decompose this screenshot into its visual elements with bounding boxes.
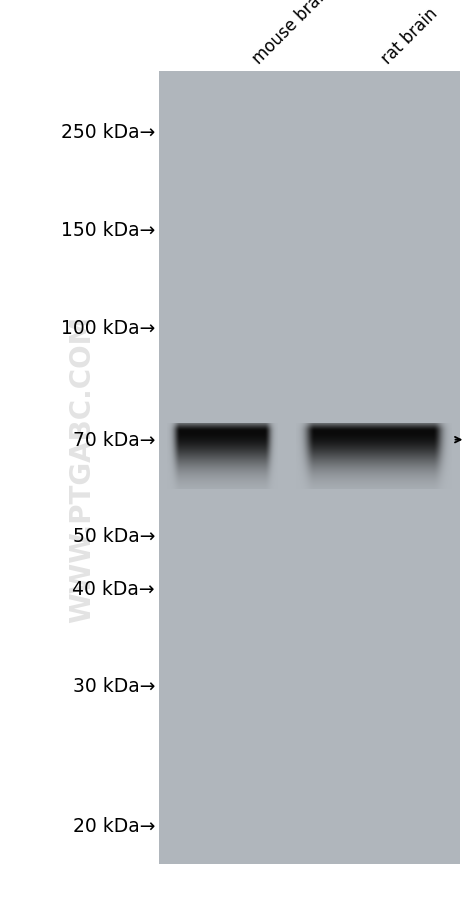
Text: 20 kDa→: 20 kDa→ [72, 815, 155, 835]
Text: 40 kDa→: 40 kDa→ [72, 579, 155, 599]
Text: 30 kDa→: 30 kDa→ [72, 676, 155, 695]
Text: 250 kDa→: 250 kDa→ [61, 123, 155, 143]
Text: 50 kDa→: 50 kDa→ [72, 526, 155, 546]
Text: 100 kDa→: 100 kDa→ [61, 318, 155, 338]
Text: WWW.PTGABC.COM: WWW.PTGABC.COM [68, 316, 96, 622]
Text: 150 kDa→: 150 kDa→ [61, 220, 155, 240]
Text: rat brain: rat brain [378, 5, 441, 68]
Text: mouse brain: mouse brain [249, 0, 335, 68]
FancyBboxPatch shape [159, 72, 460, 864]
Text: 70 kDa→: 70 kDa→ [72, 430, 155, 450]
